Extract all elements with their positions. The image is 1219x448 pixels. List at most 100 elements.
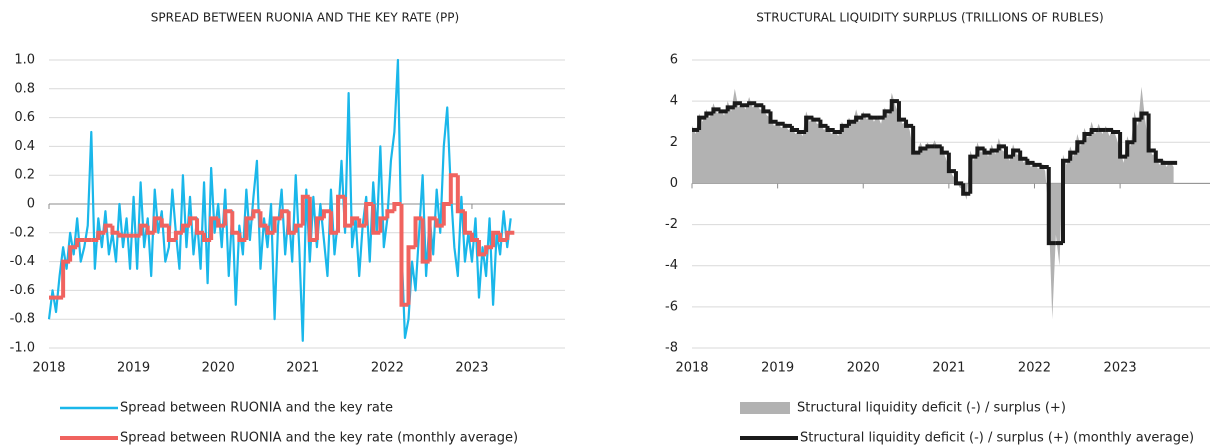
step-segment [505,230,515,240]
step-segment [223,209,233,226]
step-segment [251,209,261,219]
step-segment [1125,140,1135,157]
y-tick-label: -1.0 [10,341,35,356]
step-segment [825,125,835,132]
step-segment [420,218,430,264]
step-segment [293,223,303,233]
step-segment [818,119,828,128]
legend-label: Spread between RUONIA and the key rate (… [120,431,518,446]
step-segment [1018,150,1028,161]
step-segment [434,218,444,228]
step-segment [889,99,899,112]
step-segment [925,144,935,149]
step-segment [455,175,465,214]
x-tick-label: 2021 [932,361,965,376]
step-segment [469,232,479,242]
y-tick-label: -8 [665,341,678,356]
step-segment [61,259,71,298]
step-segment [832,129,842,134]
step-segment [725,105,735,112]
step-segment [1068,150,1078,161]
step-segment [846,119,857,126]
step-segment [1025,158,1035,165]
step-segment [392,202,402,212]
step-segment [300,194,310,226]
step-segment [1132,117,1142,143]
step-segment [117,232,127,238]
step-segment [314,216,324,240]
step-segment [336,194,346,233]
x-tick-label: 2020 [847,361,880,376]
y-tick-label: -6 [665,299,678,314]
step-segment [441,202,451,226]
step-segment [96,230,106,240]
x-tick-label: 2019 [761,361,794,376]
step-segment [307,196,317,242]
step-segment [1153,150,1163,163]
y-tick-label: 6 [670,53,678,68]
y-tick-label: -0.4 [10,254,35,269]
step-segment [364,202,374,226]
step-segment [343,196,353,228]
y-tick-label: -0.8 [10,312,35,327]
y-tick-label: 1.0 [14,53,35,68]
x-tick-label: 2020 [202,361,235,376]
step-segment [498,232,508,242]
step-segment [166,225,176,242]
area [692,86,1174,320]
x-tick-label: 2018 [32,361,65,376]
step-segment [173,230,183,240]
step-segment [378,216,388,233]
step-segment [265,225,275,235]
step-segment [1118,132,1128,159]
step-segment [75,238,85,248]
step-segment [427,216,437,262]
step-segment [1039,164,1049,169]
step-segment [350,216,360,226]
step-segment [110,225,120,235]
step-segment [839,123,849,132]
y-tick-label: 0.6 [14,110,35,125]
step-segment [244,216,254,240]
step-segment [152,216,162,233]
step-segment [216,218,226,228]
step-segment [138,223,148,236]
step-segment [953,171,964,186]
step-segment [718,109,728,114]
step-segment [279,209,289,219]
y-tick-label: 0 [27,197,35,212]
y-tick-label: 0 [670,176,678,191]
y-tick-label: 0.4 [14,139,35,154]
step-segment [747,101,757,106]
step-segment [68,245,78,262]
step-segment [1110,129,1121,134]
step-segment [406,245,416,305]
legend-label: Structural liquidity deficit (-) / surpl… [800,431,1194,446]
step-segment [961,183,971,196]
step-segment [989,148,999,153]
step-segment [861,113,871,118]
step-segment [462,211,472,235]
legend-swatch [740,402,790,414]
step-segment [1146,113,1156,153]
step-segment [491,230,501,248]
step-segment [911,125,921,155]
step-segment [882,109,892,118]
step-segment [1046,166,1056,246]
step-segment [1139,111,1149,120]
y-tick-label: -2 [665,217,678,232]
x-tick-label: 2022 [1018,361,1051,376]
step-segment [1160,160,1171,165]
step-segment [782,123,792,128]
y-tick-label: 0.2 [14,168,35,183]
step-segment [904,119,914,128]
chart-title: SPREAD BETWEEN RUONIA AND THE KEY RATE (… [151,11,459,25]
y-tick-label: -0.2 [10,225,35,240]
step-segment [711,107,721,114]
step-segment [754,103,764,108]
y-tick-label: -0.6 [10,283,35,298]
step-segment [918,146,928,153]
step-segment [1060,158,1071,244]
step-segment [868,115,878,120]
